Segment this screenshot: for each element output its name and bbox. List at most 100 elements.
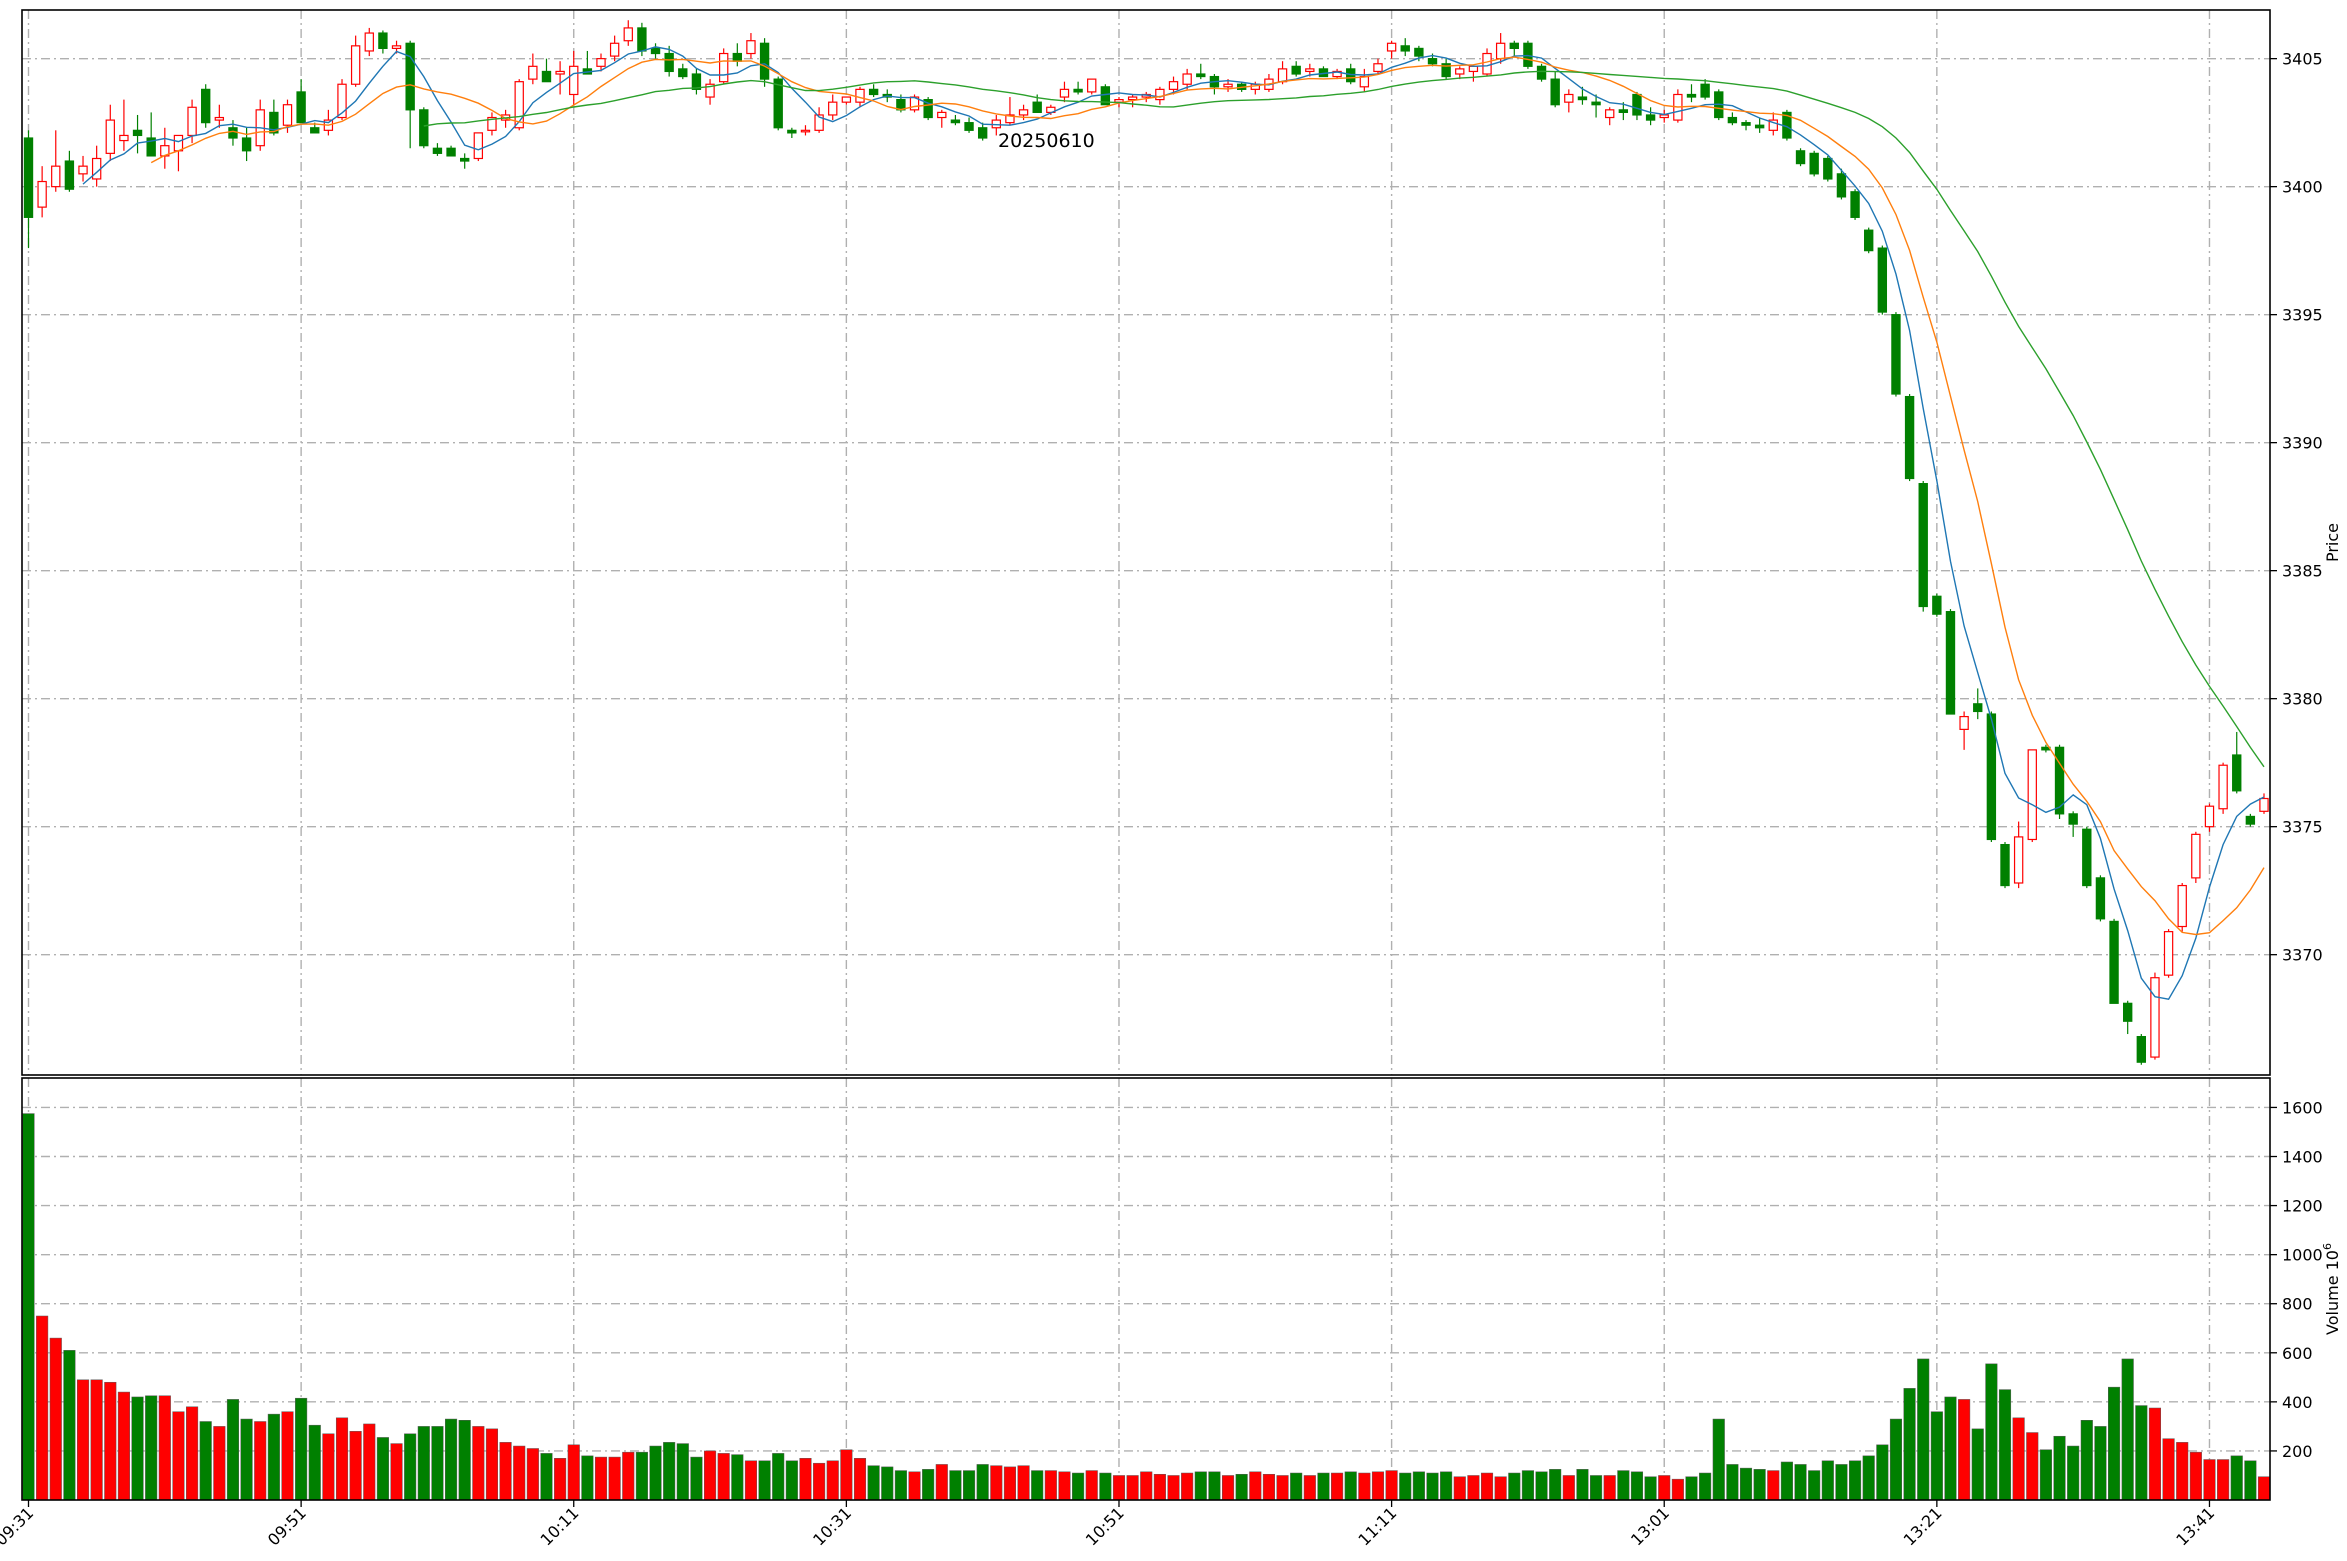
candle-down [2068,811,2078,837]
candle-down [691,68,702,95]
volume-tick-label: 1600 [2282,1098,2323,1117]
volume-bar [240,1418,253,1501]
candle-body [2013,836,2024,884]
volume-bar [1903,1388,1916,1501]
volume-bar [281,1411,294,1501]
candle-down [2136,1034,2147,1065]
candle-body [78,165,88,175]
volume-axis-title: Volume 106 [2321,1243,2342,1335]
volume-bar [104,1381,117,1501]
volume-bar [1971,1428,1984,1501]
candle-up [746,33,756,59]
volume-grid [22,1078,2270,1500]
candle-body [1482,52,1492,75]
candle-body [705,83,715,98]
candle-body [514,81,524,129]
volume-axis-title-exponent: 6 [2321,1243,2334,1250]
volume-bar [785,1460,798,1501]
volume-bar [36,1315,49,1501]
volume-bar [131,1396,144,1501]
volume-bar [145,1395,158,1501]
candle-up [1373,58,1383,75]
candle-body [1455,68,1465,75]
candle-body [1087,78,1097,93]
candle-down [1536,63,1547,82]
candle-up [1659,109,1669,123]
candle-body [1577,96,1588,101]
candle-up [119,99,129,151]
candle-down [977,122,988,141]
candle-body [1564,93,1574,103]
candle-down [419,107,429,149]
price-tick-label: 3375 [2282,818,2323,837]
candle-body [1441,63,1451,78]
volume-bar [363,1423,376,1501]
volume-bar [581,1455,594,1501]
candle-body [964,122,974,131]
volume-bar [1426,1472,1439,1501]
volume-bar [540,1453,553,1501]
volume-bar [1535,1471,1548,1501]
volume-bar [1003,1466,1016,1501]
candle-body [855,88,865,103]
candle-body [2245,815,2256,825]
volume-bar [1576,1469,1589,1501]
candle-body [1155,88,1165,101]
volume-bar [894,1470,907,1501]
candle-up [2163,929,2174,978]
candle-body [1495,42,1506,60]
candle-body [1618,109,1629,114]
candle-body [746,40,756,55]
candle-up [1005,97,1015,126]
volume-bar [2217,1459,2230,1501]
candle-down [923,97,933,121]
volume-bar [1181,1472,1194,1501]
volume-bar [1290,1472,1303,1501]
candle-body [1877,247,1888,313]
candle-down [1523,40,1533,69]
candle-up [37,166,47,218]
candle-body [37,180,47,208]
candle-down [1591,94,1601,118]
volume-bar [472,1426,485,1501]
volume-bar [349,1431,362,1501]
volume-bar [1958,1399,1971,1501]
volume-bar [1630,1471,1644,1501]
candle-body [868,88,879,96]
candle-down [2095,875,2106,922]
volume-bar [1017,1465,1030,1501]
candle-up [1182,68,1192,90]
volume-bar [499,1442,512,1501]
price-panel-frame [21,9,2271,1076]
candle-down [1400,38,1410,57]
candle-body [2204,805,2215,828]
volume-bar [2230,1455,2243,1501]
candle-body [350,45,361,85]
candle-body [1741,122,1751,126]
volume-bar [1303,1475,1316,1501]
volume-bar [1862,1455,1875,1501]
volume-bar [567,1444,580,1501]
candle-body [555,70,565,75]
candle-body [1727,116,1738,124]
candle-body [950,119,961,124]
time-axis-ticks: 09:31 09:51 10:11 10:31 10:51 11:11 13:01 13:21… [0,1500,2218,1549]
volume-bar [1276,1475,1289,1501]
volume-bar [1739,1467,1753,1501]
volume-bar [90,1379,103,1501]
candle-down [1550,71,1560,108]
candle-down [1645,107,1656,126]
candle-body [2122,1002,2133,1022]
volume-bar [1031,1470,1044,1501]
candle-body [473,132,484,160]
volume-bar [635,1451,648,1501]
candle-up [2013,821,2024,889]
volume-bar [1849,1460,1862,1501]
candle-body [419,109,429,147]
candle-body [214,116,225,121]
candle-body [1468,65,1479,73]
volume-bar [690,1456,703,1501]
volume-bar [1794,1464,1807,1501]
candle-down [1509,40,1519,57]
